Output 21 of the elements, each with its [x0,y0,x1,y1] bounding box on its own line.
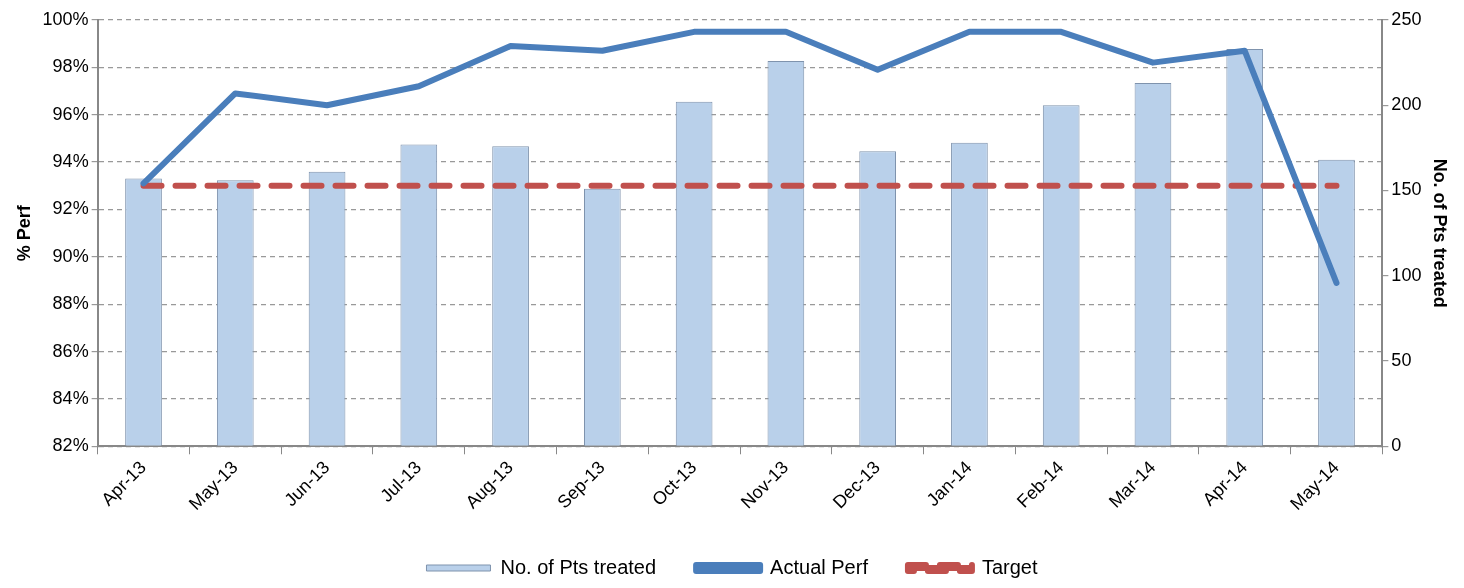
y2-axis-title: No. of Pts treated [1430,158,1451,308]
legend-label: No. of Pts treated [500,555,657,578]
y2-tick-label: 250 [1391,8,1422,29]
y-tick-label: 98% [52,56,89,77]
y-tick-label: 92% [52,198,89,219]
y2-tick-label: 0 [1391,435,1402,456]
legend-label: Target [981,555,1038,578]
y2-tick-label: 100 [1391,264,1422,285]
legend-label: Actual Perf [770,555,869,578]
y2-tick-label: 50 [1391,350,1412,370]
y2-tick-label: 200 [1391,94,1422,115]
y-tick-label: 84% [52,387,89,408]
y-tick-label: 88% [52,293,89,314]
y-tick-label: 94% [52,151,89,172]
y-tick-label: 86% [52,340,89,361]
y-axis-title: % Perf [13,204,34,262]
y-tick-label: 96% [52,103,89,124]
y-tick-label: 90% [52,245,89,266]
y2-tick-label: 150 [1391,179,1422,200]
y-tick-label: 100% [42,8,89,29]
y-tick-label: 82% [52,435,89,456]
